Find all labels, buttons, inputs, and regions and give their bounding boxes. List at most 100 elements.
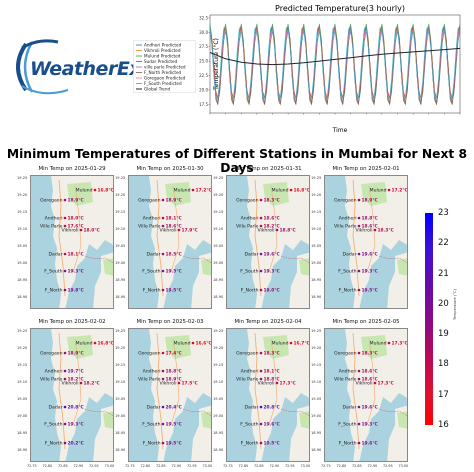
station-temp: 19.5°C <box>166 422 182 428</box>
station-temp: 17.2°C <box>196 188 212 194</box>
map-xtick: 72.80 <box>238 464 249 468</box>
station-marker <box>259 441 263 445</box>
station-label: Dadar <box>147 405 161 411</box>
map-ytick: 19.15 <box>213 363 224 367</box>
station-label: Andheri <box>339 216 357 222</box>
global-trend-line <box>209 47 461 66</box>
station-marker <box>373 228 377 232</box>
map-panel-title: Min Temp on 2025-02-03 <box>136 319 204 325</box>
map-ytick: 19.10 <box>17 227 28 231</box>
station-label: Mulund <box>370 341 387 347</box>
road <box>156 179 164 297</box>
road <box>170 185 180 273</box>
station-marker <box>63 198 67 202</box>
park-area <box>299 258 309 276</box>
station-marker <box>259 224 263 228</box>
map-ytick: 19.20 <box>213 193 224 197</box>
park-area <box>103 258 113 276</box>
colorbar-tick: 16 <box>438 420 449 430</box>
station-label: F_South <box>142 269 160 275</box>
mumbai-map: Mulund 16.6°C Goregaon 17.4°C Andheri 18.8°C V… <box>128 328 212 462</box>
station-label: Goregaon <box>40 351 63 357</box>
station-marker <box>357 288 361 292</box>
station-temp: 19.8°C <box>68 288 84 294</box>
map-ytick: 19.20 <box>213 346 224 350</box>
station-marker <box>275 381 279 385</box>
land-area <box>149 176 211 308</box>
legend-entry: Global Trend <box>144 87 170 92</box>
map-ytick: 19.25 <box>311 176 322 180</box>
station-temp: 18.0°C <box>68 216 84 222</box>
map-ytick: 19.20 <box>115 193 126 197</box>
map-xtick: 72.75 <box>321 464 331 468</box>
top-chart-xlabel: Time <box>332 127 348 134</box>
map-xtick: 72.90 <box>73 464 84 468</box>
park-area <box>165 182 191 206</box>
station-temp: 19.6°C <box>362 405 378 411</box>
station-marker <box>357 216 361 220</box>
park-area <box>263 182 289 206</box>
station-temp: 19.3°C <box>68 269 84 275</box>
main-title: Minimum Temperatures of Different Statio… <box>6 147 468 175</box>
mumbai-map: Mulund 16.7°C Goregaon 18.3°C Andheri 18.1°C V… <box>226 328 310 462</box>
station-temp: 19.6°C <box>362 441 378 447</box>
colorbar-tick: 20 <box>438 298 449 309</box>
station-marker <box>357 422 361 426</box>
map-ytick: 19.10 <box>17 380 28 384</box>
station-temp: 18.1°C <box>68 252 84 258</box>
station-temp: 18.8°C <box>264 377 280 383</box>
station-marker <box>63 216 67 220</box>
top-chart-ytick: 32.5 <box>199 15 208 20</box>
station-label: F_North <box>143 288 161 294</box>
map-ytick: 19.20 <box>17 346 28 350</box>
top-chart-legend: Andheri Predicted Vikhroli Predicted Mulun… <box>133 40 205 100</box>
map-ytick: 19.25 <box>17 329 28 333</box>
station-marker <box>357 405 361 409</box>
colorbar-tick: 21 <box>438 268 449 279</box>
station-marker <box>259 377 263 381</box>
station-label: F_South <box>142 422 160 428</box>
station-label: Goregaon <box>236 351 259 357</box>
station-marker <box>63 288 67 292</box>
map-xtick: 72.90 <box>367 464 378 468</box>
station-temp: 19.6°C <box>362 252 378 258</box>
station-temp: 18.9°C <box>166 198 182 204</box>
station-label: F_South <box>338 422 356 428</box>
station-label: Andheri <box>45 216 63 222</box>
map-panel: Min Temp on 2025-01-31 Mulund 16.8°C Gorega… <box>213 166 310 311</box>
station-temp: 19.5°C <box>264 441 280 447</box>
station-label: Vikhroli <box>355 228 372 234</box>
legend-entry: Goregaon Predicted <box>144 76 186 81</box>
station-label: Ville Parle <box>40 224 63 230</box>
map-ytick: 19.20 <box>311 346 322 350</box>
station-label: F_South <box>44 422 62 428</box>
legend-entry: ville parle Predicted <box>144 65 186 70</box>
station-marker <box>161 224 165 228</box>
map-ytick: 19.10 <box>213 227 224 231</box>
map-ytick: 19.00 <box>213 414 224 418</box>
station-temp: 19.6°C <box>264 252 280 258</box>
map-xtick: 73.00 <box>202 464 213 468</box>
map-panel: Min Temp on 2025-01-29 Mulund 16.8°C Gorega… <box>17 166 114 311</box>
predicted-temperature-chart: Predicted Temperature(3 hourly) Time Tem… <box>130 2 470 134</box>
station-label: Ville Parle <box>236 377 259 383</box>
legend-entry: Andheri Predicted <box>144 43 182 48</box>
station-label: F_South <box>44 269 62 275</box>
road <box>268 338 278 426</box>
station-marker <box>177 381 181 385</box>
park-area <box>263 335 289 359</box>
station-temp: 20.2°C <box>68 441 84 447</box>
station-marker <box>63 441 67 445</box>
boundary-line <box>182 255 211 264</box>
station-temp: 19.3°C <box>68 422 84 428</box>
station-label: F_North <box>143 441 161 447</box>
map-panel: Min Temp on 2025-02-01 Mulund 17.2°C Gorega… <box>311 166 408 311</box>
station-marker <box>259 216 263 220</box>
station-marker <box>161 269 165 273</box>
station-label: Mulund <box>370 188 387 194</box>
legend-entry: F_North Predicted <box>144 70 182 75</box>
station-marker <box>161 422 165 426</box>
map-xtick: 72.95 <box>187 464 197 468</box>
legend-entry: Mulund Predicted <box>144 54 181 59</box>
station-temp: 16.8°C <box>294 188 310 194</box>
